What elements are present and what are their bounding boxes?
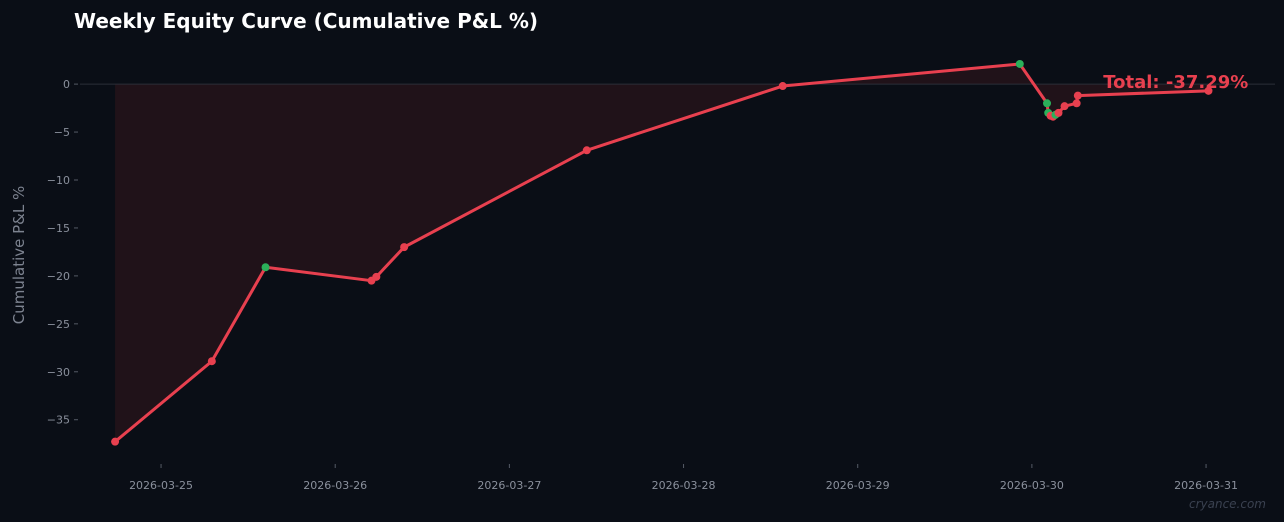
- y-tick-label: −10: [47, 174, 70, 187]
- y-tick-label: −20: [47, 270, 70, 283]
- loss-point: [1073, 91, 1082, 100]
- win-point: [261, 263, 270, 272]
- loss-area-fill: [115, 63, 1209, 442]
- loss-point: [1060, 102, 1069, 111]
- x-axis: 2026-03-25 2026-03-26 2026-03-27 2026-03-28…: [129, 464, 1238, 492]
- y-tick-label: −5: [54, 126, 70, 139]
- y-tick-label: −30: [47, 366, 70, 379]
- loss-point: [1054, 108, 1063, 117]
- y-tick-label: −15: [47, 222, 70, 235]
- y-tick-label: −35: [47, 414, 70, 427]
- x-tick-label: 2026-03-31: [1174, 479, 1238, 492]
- y-tick-label: −25: [47, 318, 70, 331]
- total-annotation: Total: -37.29%: [1103, 72, 1248, 93]
- x-tick-label: 2026-03-29: [826, 479, 890, 492]
- y-axis-label: Cumulative P&L %: [10, 186, 28, 325]
- loss-point: [1072, 99, 1081, 108]
- loss-point: [111, 437, 120, 446]
- y-axis: 0 −5 −10 −15 −20 −25 −30 −35: [47, 78, 78, 427]
- trade-points: [111, 59, 1213, 446]
- x-tick-label: 2026-03-30: [1000, 479, 1064, 492]
- win-point: [1043, 99, 1052, 108]
- loss-point: [207, 357, 216, 366]
- loss-point: [1204, 86, 1213, 95]
- x-tick-label: 2026-03-27: [477, 479, 541, 492]
- watermark: cryance.com: [1188, 497, 1266, 511]
- win-point: [1015, 59, 1024, 68]
- loss-point: [778, 82, 787, 91]
- loss-point: [372, 272, 381, 281]
- x-tick-label: 2026-03-26: [303, 479, 367, 492]
- chart-title: Weekly Equity Curve (Cumulative P&L %): [74, 9, 539, 33]
- x-tick-label: 2026-03-25: [129, 479, 193, 492]
- loss-point: [400, 243, 409, 252]
- loss-area: [115, 63, 1209, 442]
- x-tick-label: 2026-03-28: [652, 479, 716, 492]
- loss-point: [582, 146, 591, 155]
- y-tick-label: 0: [63, 78, 70, 91]
